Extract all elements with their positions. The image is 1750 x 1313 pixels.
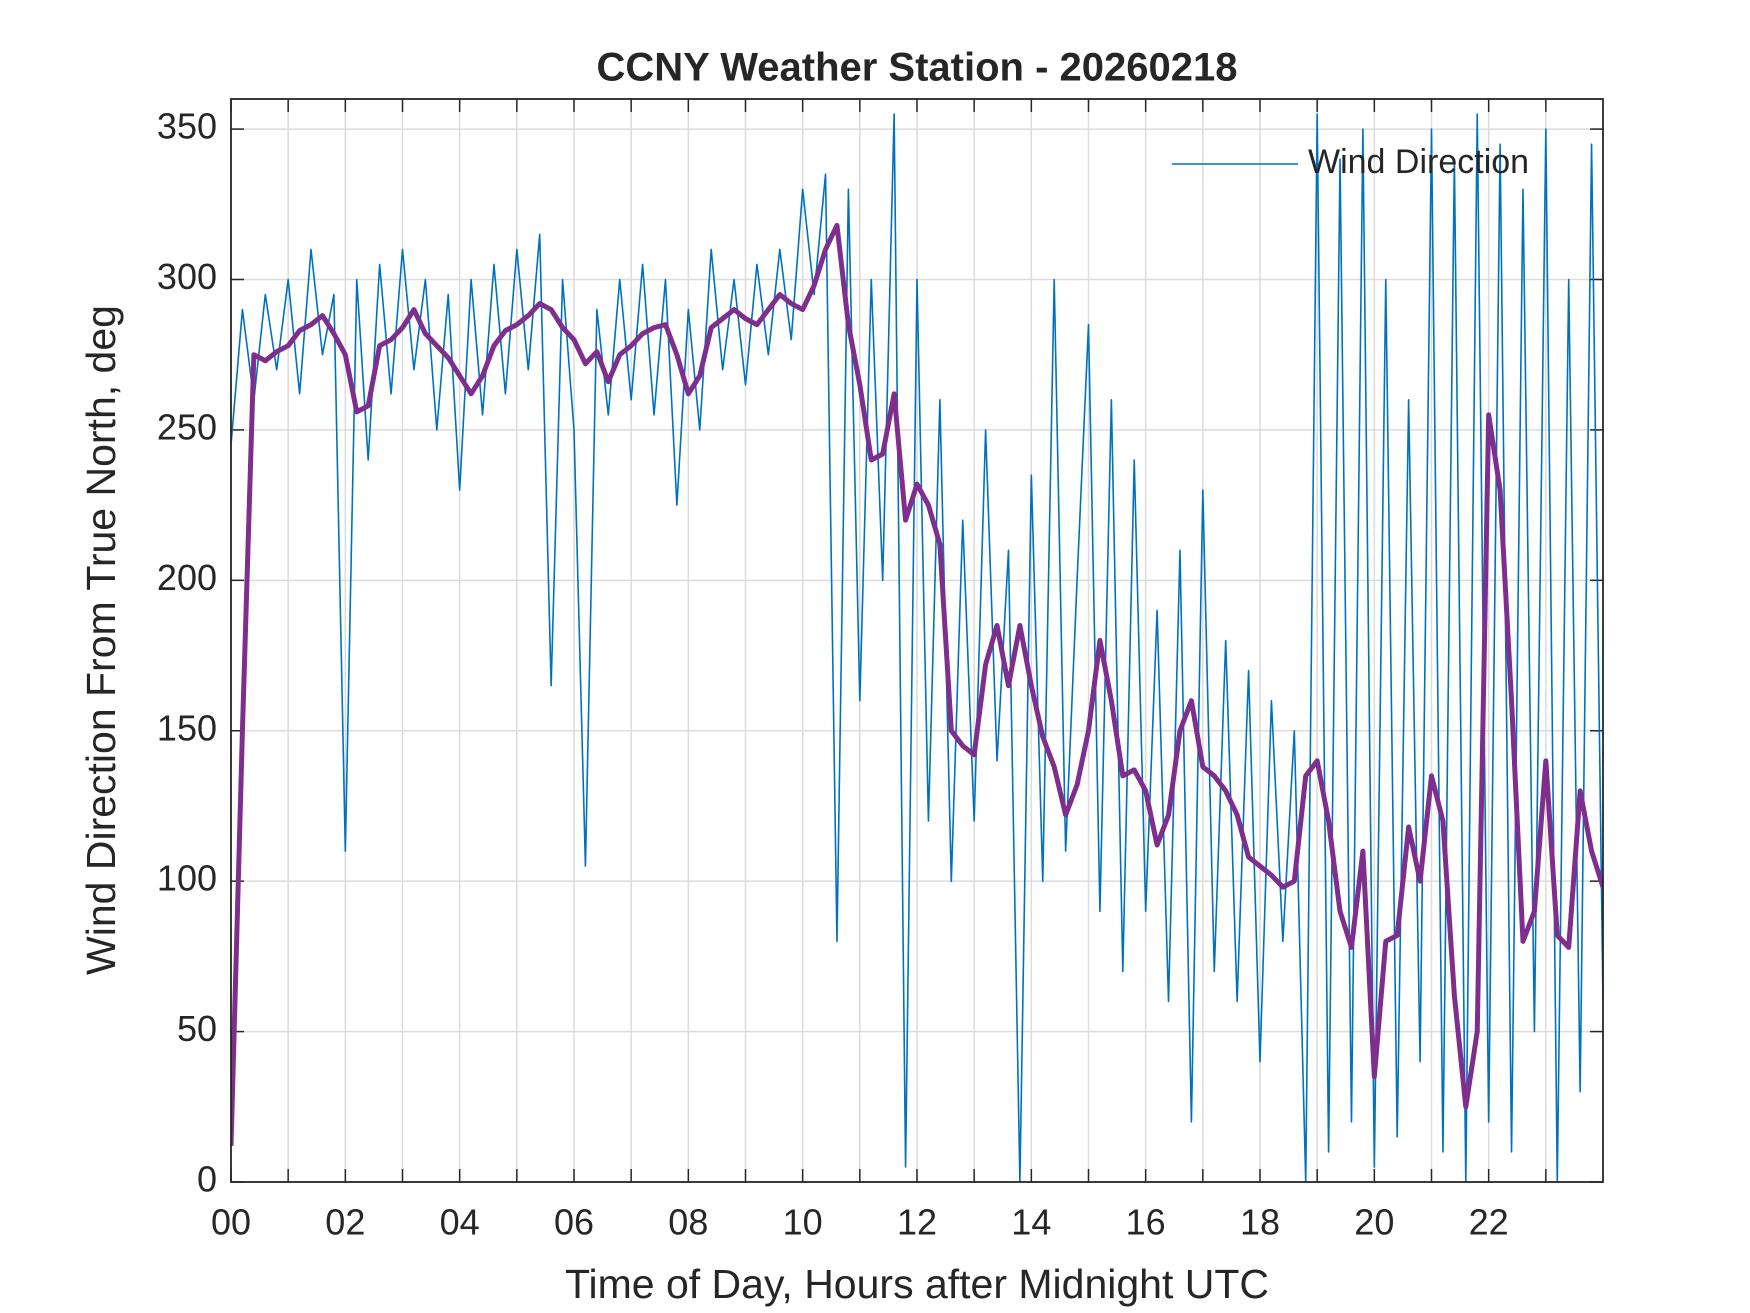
x-tick-label: 04 (440, 1202, 480, 1243)
y-tick-label: 250 (157, 406, 217, 447)
data-line (231, 113, 1603, 1182)
y-axis-label: Wind Direction From True North, deg (78, 305, 124, 975)
y-tick-label: 200 (157, 557, 217, 598)
legend-label: Wind Direction (1308, 143, 1529, 181)
x-tick-label: 20 (1354, 1202, 1394, 1243)
data-line (231, 222, 1603, 1146)
chart-title: CCNY Weather Station - 20260218 (597, 46, 1238, 90)
y-tick-label: 50 (177, 1008, 217, 1049)
y-tick-label: 100 (157, 858, 217, 899)
y-tick-label: 350 (157, 106, 217, 147)
x-tick-label: 12 (897, 1202, 937, 1243)
x-tick-label: 06 (554, 1202, 594, 1243)
x-tick-label: 02 (325, 1202, 365, 1243)
y-tick-label: 300 (157, 256, 217, 297)
grid (230, 99, 1603, 1183)
x-tick-label: 14 (1011, 1202, 1051, 1243)
y-tick-label: 150 (157, 707, 217, 748)
y-tick-label: 0 (197, 1159, 217, 1200)
x-tick-label: 16 (1126, 1202, 1166, 1243)
x-axis-label: Time of Day, Hours after Midnight UTC (565, 1261, 1269, 1307)
plot-frame (230, 98, 1604, 1183)
x-tick-label: 00 (211, 1202, 251, 1243)
x-tick-label: 22 (1469, 1202, 1509, 1243)
x-tick-label: 18 (1240, 1202, 1280, 1243)
x-tick-label: 08 (668, 1202, 708, 1243)
x-tick-label: 10 (783, 1202, 823, 1243)
